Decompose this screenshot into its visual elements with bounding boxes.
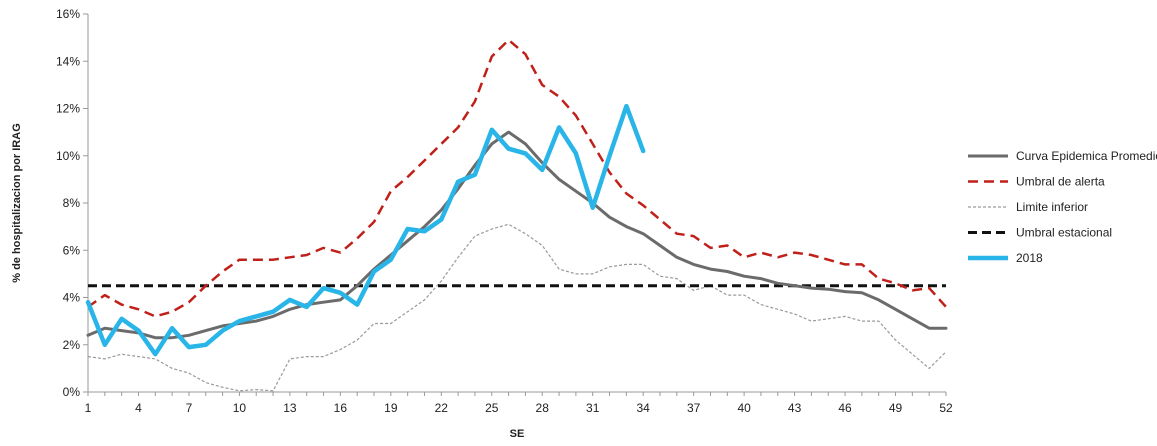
- series-line-2018: [85, 103, 646, 357]
- series-line-umbral-de-alerta: [87, 38, 947, 318]
- x-tick-label: 13: [283, 401, 297, 415]
- x-tick-label: 49: [889, 401, 903, 415]
- x-tick-label: 10: [233, 401, 247, 415]
- x-axis-title: SE: [510, 428, 525, 440]
- x-ticks: 1 4 7 10 13 16 19 22 25 28 31 34 37 40 43 46 49 52: [85, 392, 953, 415]
- x-tick-label: 4: [135, 401, 142, 415]
- series-line-curva-epidemica-promedio: [86, 130, 948, 340]
- y-tick-label: 10%: [56, 149, 80, 163]
- x-tick-label: 34: [636, 401, 650, 415]
- y-tick-label: 4%: [63, 291, 81, 305]
- legend: Curva Epidemica Promedio Umbral de alerta…: [968, 149, 1157, 265]
- x-tick-label: 43: [788, 401, 802, 415]
- x-tick-label: 28: [536, 401, 550, 415]
- legend-label: Limite inferior: [1016, 200, 1088, 214]
- y-ticks: 0% 2% 4% 6% 8% 10% 12% 14% 16%: [56, 7, 88, 399]
- x-tick-label: 22: [435, 401, 449, 415]
- x-tick-label: 46: [838, 401, 852, 415]
- legend-label: 2018: [1016, 251, 1043, 265]
- x-tick-label: 7: [186, 401, 193, 415]
- x-tick-label: 31: [586, 401, 600, 415]
- x-tick-label: 37: [687, 401, 701, 415]
- series-line-limite-inferior: [87, 223, 947, 392]
- y-axis-title: % de hospitalizacion por IRAG: [11, 123, 23, 283]
- y-tick-label: 0%: [63, 385, 81, 399]
- legend-label: Umbral estacional: [1016, 226, 1112, 240]
- legend-label: Umbral de alerta: [1016, 175, 1105, 189]
- y-tick-label: 16%: [56, 7, 80, 21]
- legend-label: Curva Epidemica Promedio: [1016, 149, 1157, 163]
- y-tick-label: 6%: [63, 243, 81, 257]
- x-tick-label: 25: [485, 401, 499, 415]
- y-tick-label: 8%: [63, 196, 81, 210]
- x-tick-label: 40: [737, 401, 751, 415]
- series-layer: [85, 38, 948, 392]
- y-tick-label: 12%: [56, 102, 80, 116]
- x-tick-label: 19: [384, 401, 398, 415]
- x-tick-label: 52: [939, 401, 953, 415]
- y-tick-label: 2%: [63, 338, 81, 352]
- y-tick-label: 14%: [56, 54, 80, 68]
- x-tick-label: 16: [334, 401, 348, 415]
- x-tick-label: 1: [85, 401, 92, 415]
